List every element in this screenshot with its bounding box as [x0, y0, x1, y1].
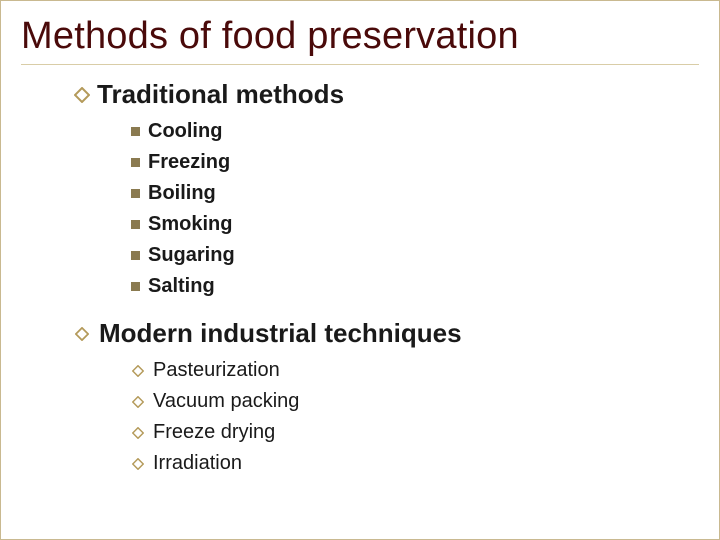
list-item: Freezing	[131, 147, 699, 178]
section-label: Modern industrial techniques	[99, 318, 462, 349]
section-label: Traditional methods	[97, 79, 344, 110]
square-icon	[131, 189, 140, 198]
list-item: Sugaring	[131, 240, 699, 271]
item-label: Smoking	[148, 209, 232, 240]
section-traditional: Traditional methods Cooling Freezing Boi…	[73, 79, 699, 302]
section-header-traditional: Traditional methods	[73, 79, 699, 110]
list-item: Cooling	[131, 116, 699, 147]
diamond-icon	[131, 457, 145, 471]
item-label: Salting	[148, 271, 215, 302]
title-wrap: Methods of food preservation	[21, 15, 699, 65]
list-item: Boiling	[131, 178, 699, 209]
list-item: Freeze drying	[131, 417, 699, 448]
list-item: Smoking	[131, 209, 699, 240]
square-icon	[131, 282, 140, 291]
list-item: Irradiation	[131, 448, 699, 479]
square-icon	[131, 251, 140, 260]
square-icon	[131, 220, 140, 229]
section-header-modern: Modern industrial techniques	[73, 318, 699, 349]
diamond-icon	[131, 426, 145, 440]
diamond-icon	[73, 325, 91, 343]
item-label: Irradiation	[153, 448, 242, 479]
list-item: Pasteurization	[131, 355, 699, 386]
diamond-icon	[131, 364, 145, 378]
modern-items: Pasteurization Vacuum packing Freeze dry…	[131, 355, 699, 479]
section-modern: Modern industrial techniques Pasteurizat…	[73, 318, 699, 479]
traditional-items: Cooling Freezing Boiling Smoking Sugarin…	[131, 116, 699, 302]
item-label: Freezing	[148, 147, 230, 178]
diamond-icon	[73, 86, 91, 104]
square-icon	[131, 127, 140, 136]
item-label: Freeze drying	[153, 417, 275, 448]
diamond-icon	[131, 395, 145, 409]
item-label: Cooling	[148, 116, 222, 147]
item-label: Vacuum packing	[153, 386, 299, 417]
page-title: Methods of food preservation	[21, 15, 699, 58]
item-label: Pasteurization	[153, 355, 280, 386]
list-item: Salting	[131, 271, 699, 302]
list-item: Vacuum packing	[131, 386, 699, 417]
item-label: Sugaring	[148, 240, 235, 271]
item-label: Boiling	[148, 178, 216, 209]
slide: Methods of food preservation Traditional…	[0, 0, 720, 540]
square-icon	[131, 158, 140, 167]
